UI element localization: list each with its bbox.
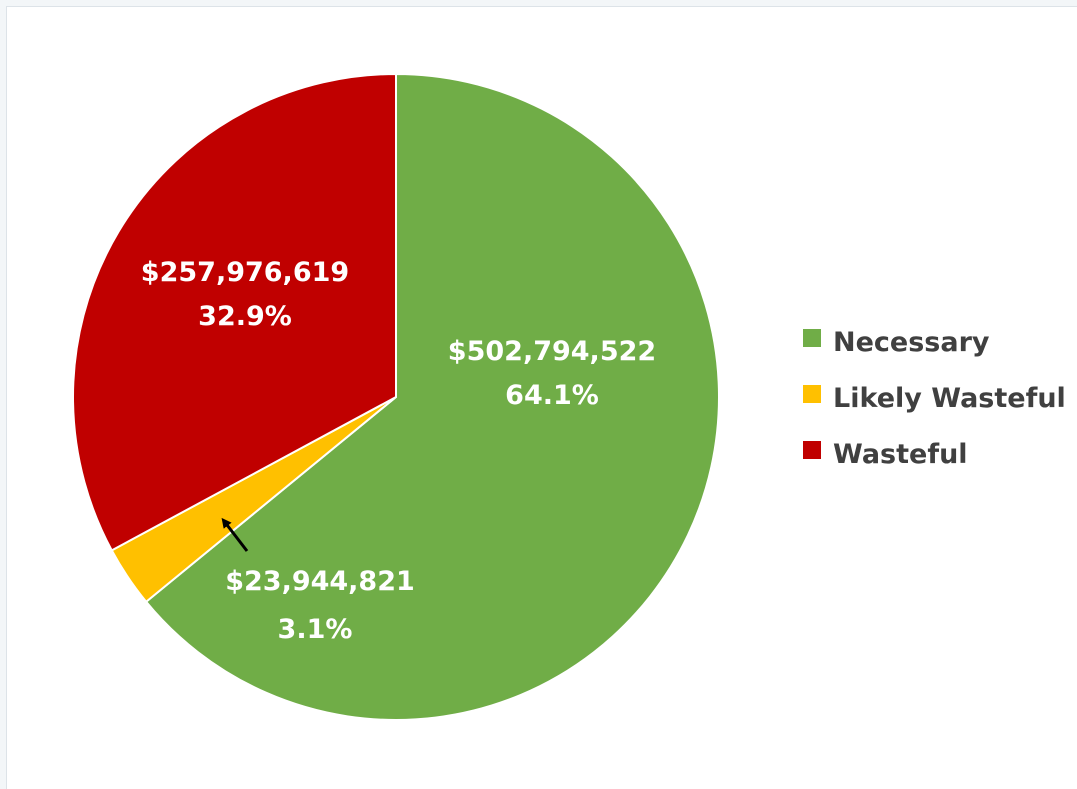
legend-swatch-necessary	[803, 329, 821, 347]
data-label-wasteful-value: $257,976,619	[141, 257, 349, 288]
pie-slice-wasteful	[72, 72, 397, 552]
legend-label-likely-wasteful: Likely Wasteful	[833, 383, 1066, 414]
pie-slices	[72, 72, 720, 721]
legend-swatch-wasteful	[803, 441, 821, 459]
data-label-wasteful-percent: 32.9%	[198, 301, 292, 332]
annotation-arrow	[221, 517, 249, 552]
data-label-likely-wasteful-percent: 3.1%	[278, 614, 353, 645]
legend-label-wasteful: Wasteful	[833, 439, 968, 470]
data-label-likely-wasteful-value: $23,944,821	[225, 566, 415, 597]
data-label-necessary-value: $502,794,522	[448, 336, 656, 367]
data-label-necessary-percent: 64.1%	[505, 380, 599, 411]
pie-slice-necessary	[144, 72, 720, 721]
legend-label-necessary: Necessary	[833, 327, 990, 358]
legend-swatch-likely-wasteful	[803, 385, 821, 403]
legend: Necessary Likely Wasteful Wasteful	[803, 327, 1066, 470]
